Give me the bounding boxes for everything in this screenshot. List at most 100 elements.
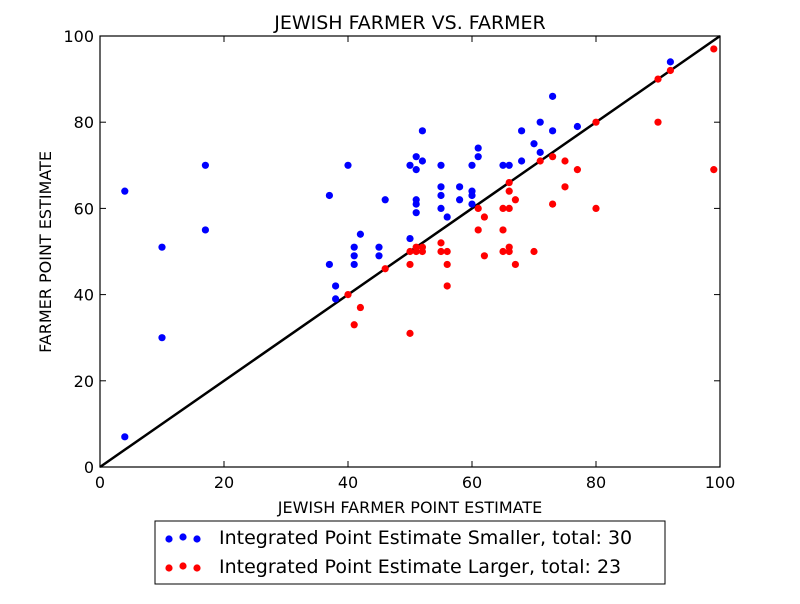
x-tick-label: 0 [95, 473, 105, 492]
data-point [201, 161, 209, 169]
data-point [332, 295, 340, 303]
data-point [518, 127, 526, 135]
data-point [474, 153, 482, 161]
data-point [437, 247, 445, 256]
data-point [480, 252, 488, 260]
data-point [121, 433, 129, 441]
data-point [437, 191, 445, 200]
data-point [474, 144, 482, 152]
y-tick-label: 0 [84, 458, 94, 477]
data-point [468, 161, 476, 169]
data-point [412, 153, 420, 161]
data-point [158, 334, 166, 342]
axis-ticks: 0 20 40 60 80 100 0 20 40 60 80 100 [63, 27, 735, 492]
legend-entry-1: Integrated Point Estimate Smaller, total… [165, 527, 632, 549]
data-point [480, 213, 488, 221]
data-point [549, 200, 557, 208]
data-point [418, 127, 426, 135]
data-point [356, 230, 364, 238]
data-point [536, 118, 544, 126]
data-point [549, 92, 557, 100]
data-point [561, 157, 569, 165]
y-tick-label: 100 [63, 27, 94, 46]
data-point [474, 204, 482, 212]
data-point [332, 282, 340, 290]
data-point [505, 187, 513, 195]
x-axis-label: JEWISH FARMER POINT ESTIMATE [277, 498, 543, 517]
data-point [325, 191, 333, 200]
legend: Integrated Point Estimate Smaller, total… [154, 520, 666, 585]
data-point [511, 196, 519, 204]
data-point [356, 303, 364, 312]
data-point [381, 265, 389, 273]
data-point [468, 191, 476, 200]
data-point [406, 329, 414, 337]
data-point [505, 178, 513, 187]
legend-entry-2: Integrated Point Estimate Larger, total:… [165, 556, 621, 578]
data-point [412, 247, 420, 256]
x-tick-label: 80 [586, 473, 606, 492]
y-axis-label: FARMER POINT ESTIMATE [36, 151, 55, 353]
legend-marker [179, 562, 187, 570]
data-point [406, 161, 414, 169]
data-point [468, 200, 476, 208]
data-point [518, 157, 526, 165]
data-point [654, 75, 662, 83]
data-point [406, 260, 414, 269]
data-point [344, 291, 352, 299]
legend-entries: Integrated Point Estimate Smaller, total… [165, 527, 632, 578]
data-point [381, 196, 389, 204]
x-tick-label: 40 [338, 473, 358, 492]
data-point [456, 196, 464, 204]
data-point [573, 122, 582, 131]
y-tick-label: 60 [74, 199, 94, 218]
data-point [505, 204, 513, 212]
data-point [412, 166, 420, 174]
data-point [549, 127, 557, 135]
x-tick-label: 20 [214, 473, 234, 492]
data-point [499, 226, 507, 234]
x-tick-label: 100 [705, 473, 736, 492]
data-point [375, 252, 383, 260]
legend-label: Integrated Point Estimate Smaller, total… [219, 527, 632, 549]
data-point [443, 282, 451, 290]
data-point [443, 213, 451, 221]
data-point [412, 200, 420, 208]
y-tick-label: 40 [74, 286, 94, 305]
data-point [158, 243, 166, 251]
data-point [406, 234, 414, 243]
data-point [710, 166, 718, 174]
data-point [325, 260, 333, 269]
data-point [418, 247, 426, 256]
data-point [710, 45, 718, 53]
plot-area [99, 34, 721, 469]
data-point [666, 66, 675, 75]
x-tick-label: 60 [462, 473, 482, 492]
legend-marker [165, 535, 173, 543]
data-point [443, 260, 451, 269]
data-point [654, 118, 662, 126]
data-point [437, 204, 445, 212]
y-tick-label: 80 [74, 113, 94, 132]
data-point [437, 183, 445, 191]
data-point [474, 226, 482, 234]
data-point [350, 243, 358, 251]
data-point [505, 247, 513, 256]
legend-marker [179, 533, 187, 541]
data-point [344, 161, 352, 169]
data-point [443, 247, 451, 256]
legend-marker [165, 564, 173, 572]
data-point [406, 247, 414, 256]
data-point [505, 161, 513, 169]
data-point [375, 243, 383, 251]
data-point [418, 157, 426, 165]
chart-title: JEWISH FARMER VS. FARMER [273, 12, 546, 34]
data-point [666, 58, 675, 66]
data-point [456, 183, 464, 191]
legend-label: Integrated Point Estimate Larger, total:… [219, 556, 621, 578]
data-point [412, 209, 420, 217]
data-point [530, 140, 538, 148]
data-point [536, 157, 544, 165]
data-point [592, 118, 600, 126]
